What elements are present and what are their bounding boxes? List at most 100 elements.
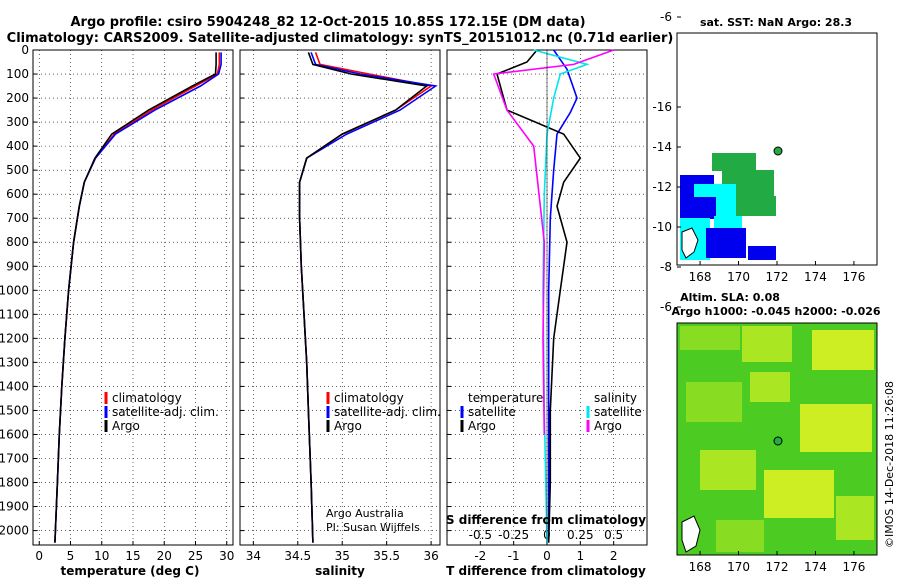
temperature-x-tick-label: 30 [219,549,234,563]
sla-lat-tick-label: -6 [660,300,672,314]
depth-tick-label: 1400 [0,379,29,393]
salinity-x-tick-label: 35.5 [373,549,400,563]
sla-lat-tick-label: -12 [652,180,672,194]
depth-tick-label: 700 [6,211,29,225]
temperature-lines [54,52,222,543]
sst-argo-location-marker [773,146,783,156]
salinity-x-ticks: 34 34.5 35 35.5 36 [246,541,439,563]
sla-lat-tick-label: -8 [660,260,672,274]
depth-tick-label: 1700 [0,451,29,465]
depth-tick-label: 1900 [0,500,29,514]
sst-map-title: sat. SST: NaN Argo: 28.3 [700,16,852,29]
temperature-panel: 0100200300400500600700800900100011001200… [0,43,234,578]
depth-tick-label: 600 [6,187,29,201]
temperature-horizontal-grid [33,49,233,532]
sla-patch-6 [800,404,872,452]
sla-y-ticks: -6 -8 -10 -12 -14 -16 [652,100,681,314]
sla-lon-tick-label: 174 [804,560,827,574]
sst-patch-green-north [712,153,756,171]
sst-patch-blue-west [680,197,716,219]
s-difference-label: S difference from climatology [446,513,646,527]
salinity-lines [298,52,438,543]
temperature-x-ticks: 0 5 10 15 20 25 30 [35,541,234,563]
sla-patch-3 [812,330,874,370]
sla-patch-5 [750,372,790,402]
sst-y-ticks: -6-8-10-12-14-16 [660,10,681,24]
difference-legend: temperature satellite Argo salinity sate… [460,391,642,433]
s-difference-tick-label: 0.25 [567,528,594,542]
salinity-x-tick-label: 35 [335,549,350,563]
temperature-x-tick-label: 25 [188,549,203,563]
depth-tick-label: 100 [6,67,29,81]
sla-lat-tick-label: -10 [652,220,672,234]
series-line-argo [54,52,217,543]
depth-tick-label: 200 [6,91,29,105]
sst-lon-tick-label: 174 [804,270,827,284]
diff-legend-s-argo: Argo [594,419,622,433]
sst-patch-blue-east [748,246,776,260]
series-line-satellite-adj-clim- [54,52,222,543]
t-difference-label: T difference from climatology [446,564,646,578]
s-difference-tick-label: 0.5 [604,528,623,542]
difference-x-tick-label: 0 [543,549,551,563]
sla-lon-tick-label: 172 [766,560,789,574]
salinity-vertical-grid [253,50,432,545]
depth-tick-label: 1000 [0,283,29,297]
depth-tick-label: 300 [6,115,29,129]
depth-tick-label: 1300 [0,355,29,369]
figure-title-line2: Climatology: CARS2009. Satellite-adjuste… [7,31,674,46]
difference-lines [492,49,614,545]
diff-legend-t-argo: Argo [468,419,496,433]
depth-tick-label: 1500 [0,403,29,417]
sla-map: Altim. SLA: 0.08 Argo h1000: -0.045 h200… [652,100,880,574]
legend-temperature-title: temperature [468,391,543,405]
salinity-x-label: salinity [315,564,365,578]
difference-x-tick-label: 2 [610,549,618,563]
sla-lat-tick-label: -14 [652,140,672,154]
depth-tick-label: 800 [6,235,29,249]
sla-lon-tick-label: 176 [842,560,865,574]
legend-label-climatology: climatology [112,391,182,405]
difference-x-tick-label: -1 [508,549,520,563]
sla-patch-4 [686,382,742,422]
sla-patch-8 [764,470,834,518]
sla-lat-tick-label: -16 [652,100,672,114]
depth-tick-label: 1800 [0,476,29,490]
sla-patch-7 [700,450,756,490]
temperature-x-label: temperature (deg C) [61,564,200,578]
depth-tick-label: 1200 [0,331,29,345]
depth-tick-label: 900 [6,259,29,273]
series-line-temperature-satellite [547,49,578,543]
temperature-x-tick-label: 5 [67,549,75,563]
temperature-x-tick-label: 0 [35,549,43,563]
temperature-vertical-grid [38,50,228,545]
sla-patches [680,326,874,553]
credit-pi: PI: Susan Wijffels [326,521,420,534]
sst-patches [680,153,776,260]
sla-map-title: Altim. SLA: 0.08 [680,291,780,304]
sal-legend-label-argo: Argo [334,419,362,433]
diff-legend-s-satellite: satellite [594,405,642,419]
sla-lon-tick-label: 170 [727,560,750,574]
series-line-satellite-adj-clim- [298,52,438,543]
depth-tick-label: 2000 [0,524,29,538]
salinity-legend: climatology satellite-adj. clim. Argo [326,391,441,433]
difference-x-tick-label: -2 [474,549,486,563]
sst-x-ticks: 168 170 172 174 176 [689,261,865,284]
sst-patch-blue-south [706,228,746,258]
sla-patch-1 [680,326,740,350]
sla-patch-2 [742,326,792,362]
difference-x-ticks: -2 -1 0 1 2 [474,541,617,563]
temperature-x-tick-label: 20 [157,549,172,563]
sla-x-ticks: 168 170 172 174 176 [689,551,865,574]
series-line-salinity-satellite [533,49,590,543]
salinity-panel: 34 34.5 35 35.5 36 salinity climatology sate… [239,49,441,578]
depth-tick-label: 0 [21,43,29,57]
sla-island [681,515,701,553]
series-line-climatology [54,52,221,543]
sla-patch-9 [836,496,874,540]
salinity-horizontal-grid [240,49,440,532]
depth-tick-label: 400 [6,139,29,153]
sla-patch-10 [716,520,764,552]
